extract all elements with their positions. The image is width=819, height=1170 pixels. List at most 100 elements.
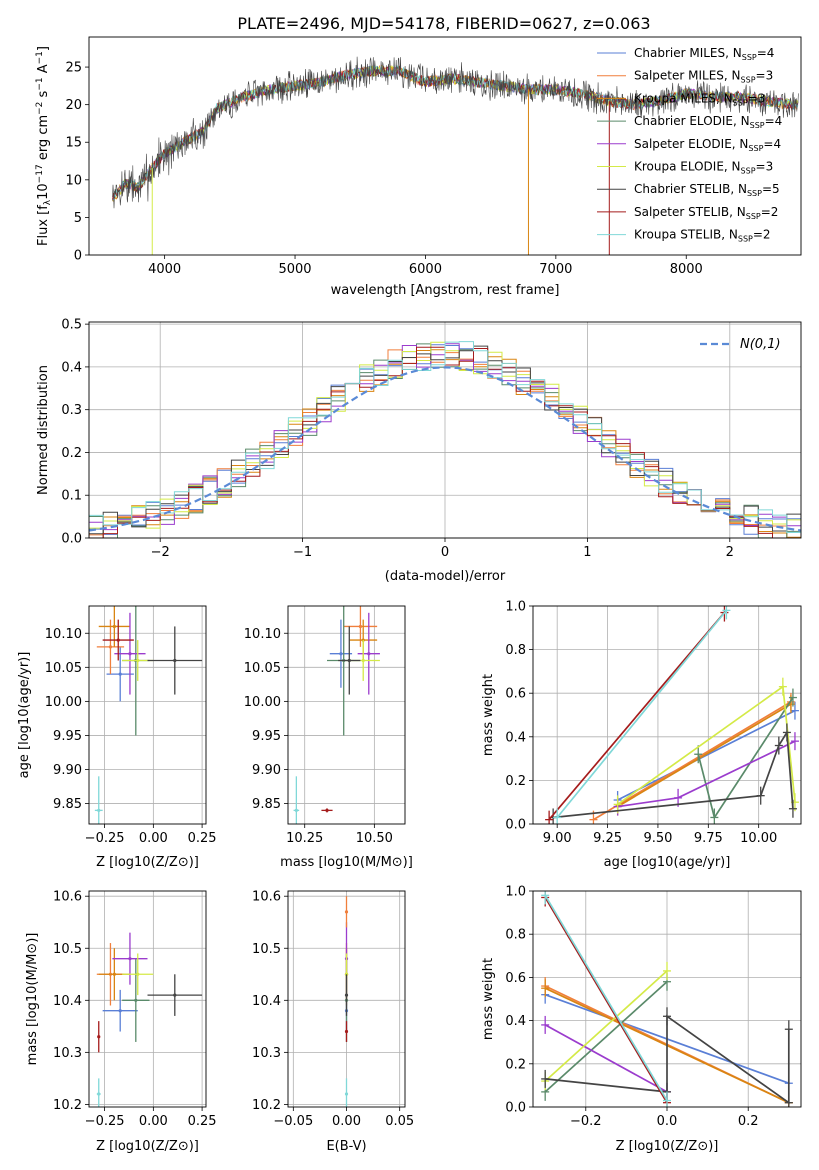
weight-series (544, 1024, 668, 1093)
y-tick-label: 0 (74, 249, 82, 264)
y-tick-label: 0.8 (505, 928, 526, 943)
y-label-part: 10 (36, 183, 51, 200)
x-tick-label: 10.25 (286, 831, 323, 846)
plot-area-mass-vs-Z (96, 932, 203, 1107)
y-label-part: λ (43, 199, 53, 205)
y-axis-label: mass weight (481, 958, 496, 1040)
plot-area-age-vs-Z (94, 606, 203, 824)
x-tick-label: −1 (293, 545, 312, 560)
legend-label: Salpeter ELODIE, NSSP=4 (634, 137, 781, 153)
weight-series (544, 894, 668, 1101)
panel-age-vs-Z: −0.25 0.00 0.25 9.85 9.90 9.95 10.00 10.05 10.10… (17, 605, 217, 870)
panel-weight-vs-Z: −0.2 0.0 0.2 0.0 0.2 0.4 0.6 0.8 1.0 Z [log10(Z/Z… (481, 885, 802, 1154)
legend-label-base: Kroupa ELODIE, N (634, 160, 741, 174)
weight-series (544, 970, 668, 1082)
x-axis-label: Z [log10(Z/Z⊙)] (616, 1139, 719, 1154)
plot-area-age-vs-mass (293, 606, 380, 824)
y-tick-label: 10.10 (244, 627, 281, 642)
legend-label-sub: SSP (741, 167, 756, 176)
y-tick-label: 0.0 (61, 532, 82, 547)
y-tick-label: 9.90 (252, 763, 281, 778)
x-axis-label: mass [log10(M/M⊙)] (280, 855, 413, 870)
x-tick-label: 4000 (148, 262, 181, 277)
y-tick-label: 10.6 (252, 890, 281, 905)
x-tick-label: 10.50 (356, 831, 393, 846)
legend-label: Salpeter MILES, NSSP=3 (634, 69, 773, 85)
legend-label-tail: =3 (748, 91, 766, 105)
x-tick-label: 9.50 (643, 831, 672, 846)
data-point (128, 652, 132, 656)
panel-mass-vs-ebv: −0.05 0.00 0.05 10.2 10.3 10.4 10.5 10.6 E(B-V) (252, 890, 414, 1154)
plot-area-weight-vs-Z (541, 891, 793, 1107)
data-point (128, 957, 132, 961)
y-tick-label: 10.3 (53, 1046, 82, 1061)
data-point (361, 658, 365, 663)
legend-label-base: Chabrier STELIB, N (634, 182, 747, 196)
weight-series (593, 701, 792, 821)
data-point (367, 652, 371, 656)
figure-title: PLATE=2496, MJD=54178, FIBERID=0627, z=0… (237, 14, 650, 33)
weight-series (617, 703, 792, 808)
y-tick-label: 10.10 (45, 627, 82, 642)
panel-mass-vs-Z: −0.25 0.00 0.25 10.2 10.3 10.4 10.5 10.6 Z [log1… (25, 890, 217, 1154)
y-tick-label: 10.5 (252, 942, 281, 957)
y-label-part: −2 (35, 102, 45, 115)
histogram-series (89, 346, 801, 538)
y-tick-label: 10.4 (252, 994, 281, 1009)
legend-label: N(0,1) (740, 337, 781, 352)
data-point (97, 808, 101, 812)
legend-label: Kroupa ELODIE, NSSP=3 (634, 160, 773, 176)
axes-frame (287, 890, 406, 1108)
legend-label-sub: SSP (742, 53, 757, 62)
y-tick-label: 0.2 (505, 1057, 526, 1072)
y-label-part: A (36, 64, 51, 77)
y-tick-label: 0.0 (505, 818, 526, 833)
data-point (136, 972, 140, 976)
axes-frame (287, 605, 406, 825)
y-tick-label: 0.8 (505, 643, 526, 658)
data-point (97, 1035, 101, 1039)
y-label-part: −1 (35, 77, 45, 90)
y-axis-label: mass weight (481, 674, 496, 756)
x-tick-label: 0.25 (188, 831, 217, 846)
legend-label-tail: =4 (765, 114, 783, 128)
x-axis-label: Z [log10(Z/Z⊙)] (96, 1139, 199, 1154)
x-tick-label: −0.2 (570, 1114, 602, 1129)
legend-label-tail: =2 (753, 228, 771, 242)
y-tick-label: 25 (65, 61, 82, 76)
x-tick-label: 0.00 (139, 1114, 168, 1129)
weight-series (556, 609, 728, 819)
legend-label-base: Chabrier MILES, N (634, 46, 742, 60)
panel-spectrum: 4000 5000 6000 7000 8000 0 5 10 15 20 25 wavelength… (35, 36, 802, 298)
plot-area-residuals (89, 341, 801, 538)
data-point (116, 638, 120, 642)
legend-label-sub: SSP (748, 144, 763, 153)
y-label-part: ] (36, 46, 51, 51)
y-label-part: erg cm (36, 115, 51, 164)
y-tick-label: 0.3 (61, 403, 82, 418)
y-tick-label: 0.5 (61, 318, 82, 333)
legend-label: Kroupa STELIB, NSSP=2 (634, 228, 771, 244)
y-axis-label: Normed distribution (36, 365, 51, 495)
y-axis-label: Flux [fλ10−17 erg cm−2 s−1 A−1] (35, 46, 53, 246)
y-label-part: Flux [f (36, 205, 51, 246)
x-tick-label: 0.0 (657, 1114, 678, 1129)
x-tick-label: −0.05 (273, 1114, 313, 1129)
data-point (112, 624, 116, 629)
data-point (118, 1009, 122, 1013)
legend-label-base: Kroupa MILES, N (634, 91, 733, 105)
y-tick-label: 10.2 (53, 1098, 82, 1113)
legend-label-tail: =5 (762, 182, 780, 196)
x-tick-label: 0.05 (385, 1114, 414, 1129)
legend-label-base: Salpeter MILES, N (634, 69, 741, 83)
normal-curve (89, 366, 801, 532)
y-tick-label: 1.0 (505, 885, 526, 900)
legend-label-sub: SSP (746, 212, 761, 221)
data-point (339, 652, 343, 656)
y-tick-label: 9.85 (252, 797, 281, 812)
data-point (108, 645, 113, 649)
data-point (118, 672, 122, 676)
weight-series (548, 611, 726, 821)
y-tick-label: 15 (65, 136, 82, 151)
panels-group: 4000 5000 6000 7000 80000510152025wavelength… (17, 36, 802, 1154)
